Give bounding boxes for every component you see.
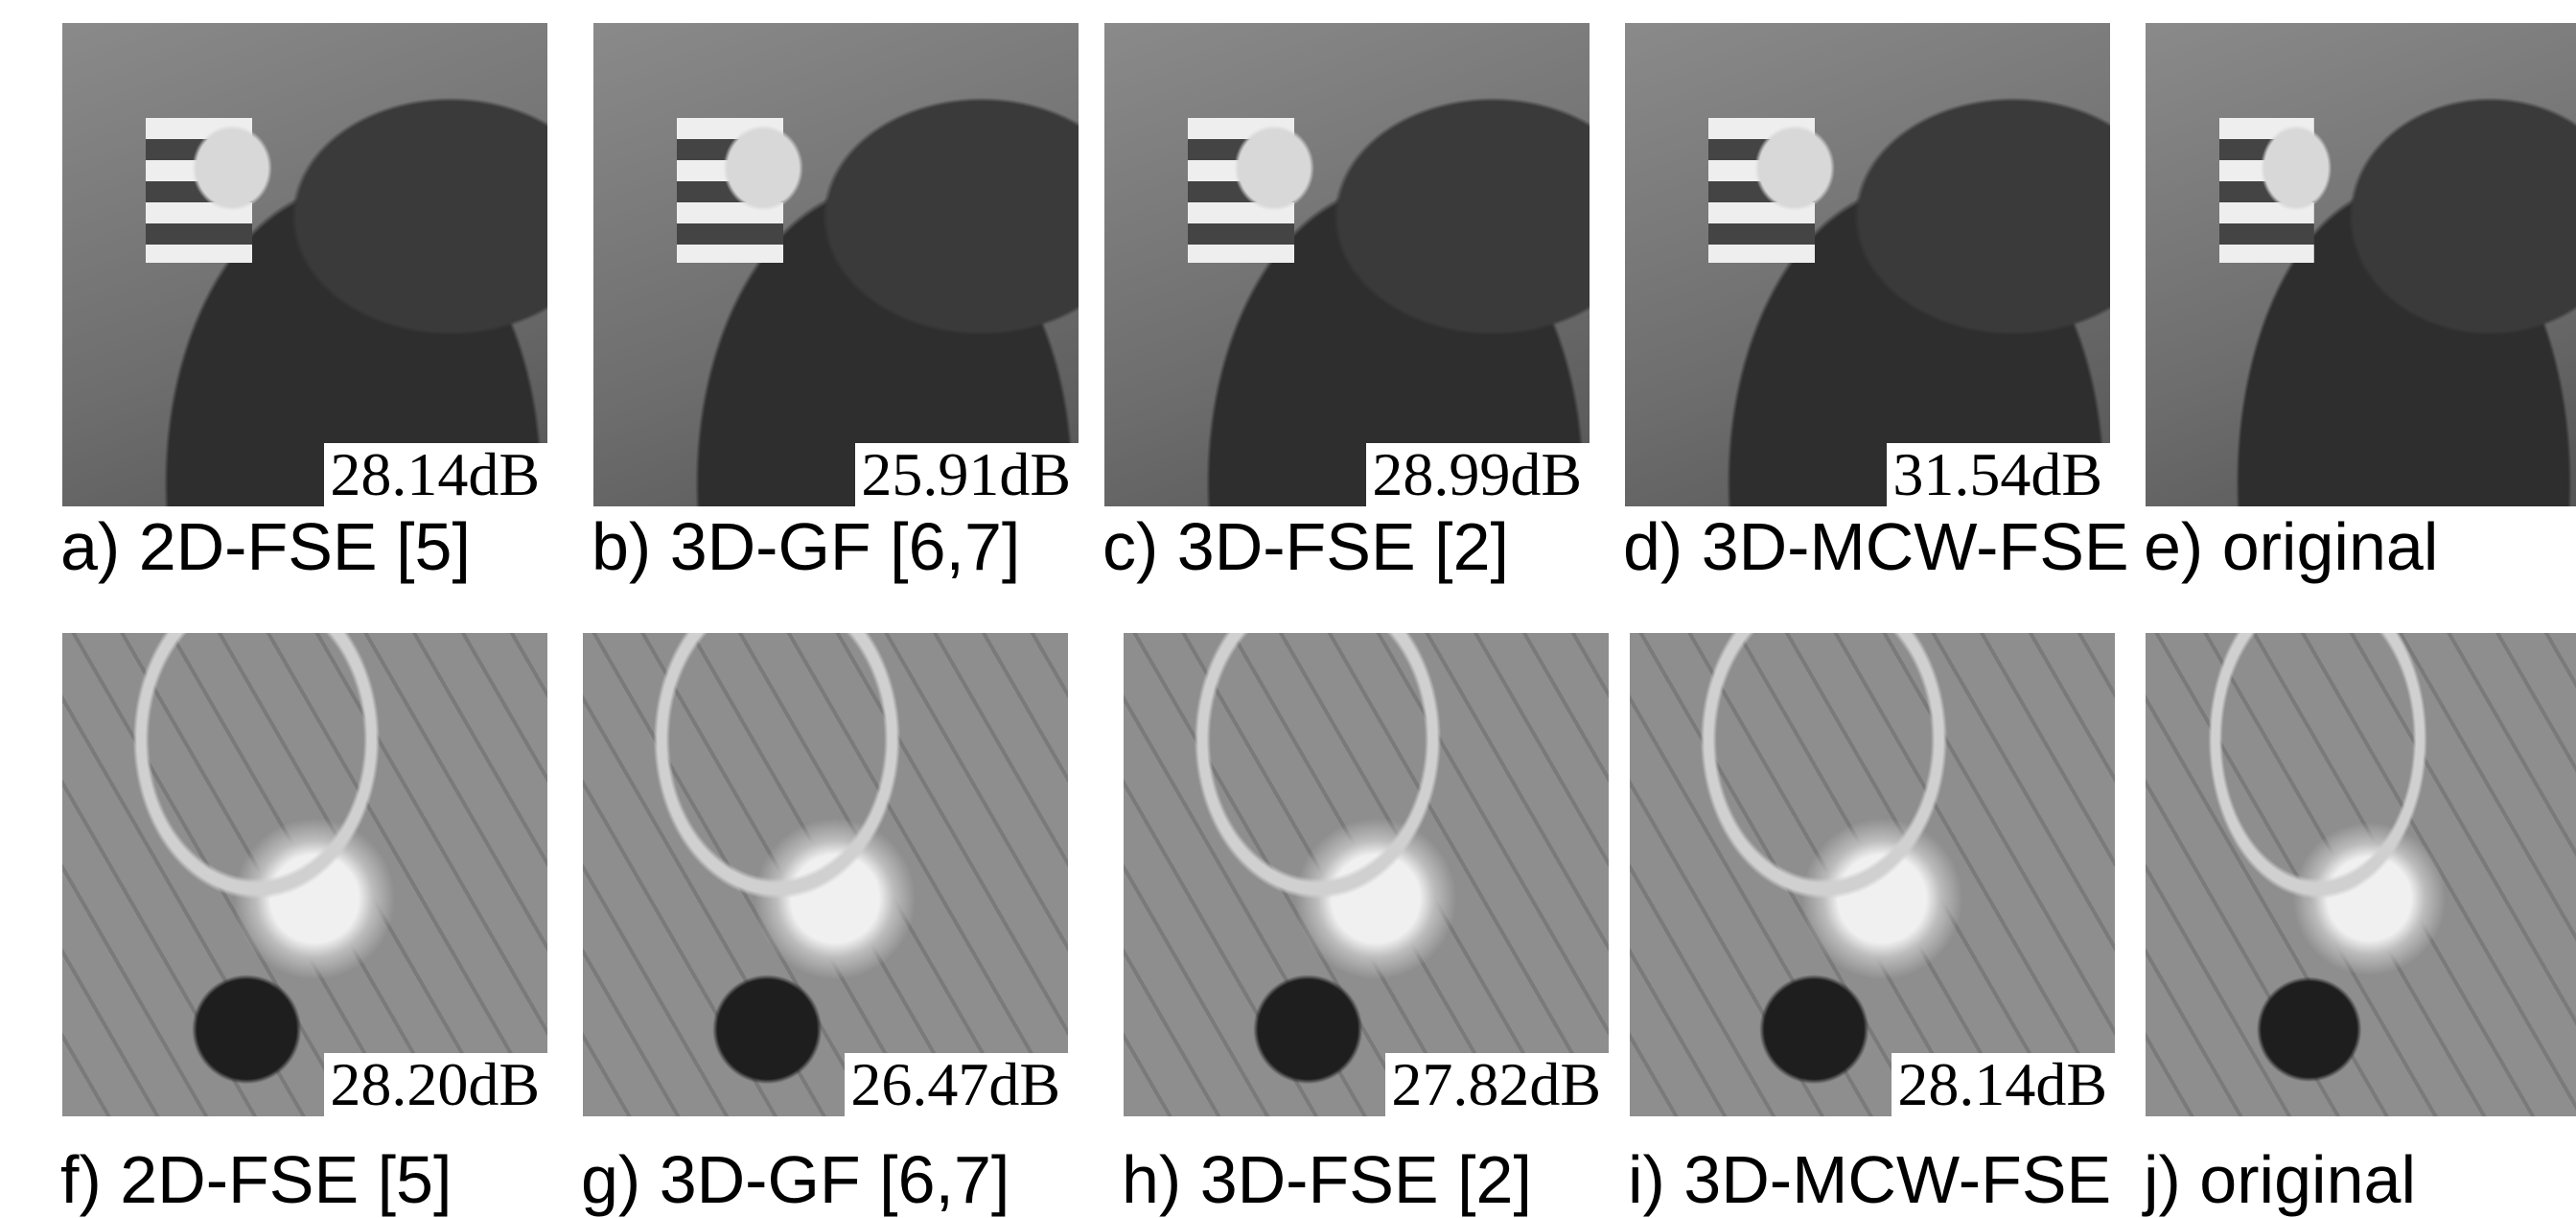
- image-panel: 28.14dB: [62, 23, 547, 506]
- psnr-label: 27.82dB: [1385, 1053, 1609, 1116]
- psnr-label: 26.47dB: [845, 1053, 1068, 1116]
- caption: g) 3D-GF [6,7]: [581, 1141, 1010, 1218]
- image-panel: 28.14dB: [1630, 633, 2115, 1116]
- caption: j) original: [2144, 1141, 2416, 1218]
- caption: c) 3D-FSE [2]: [1102, 508, 1509, 585]
- caption: f) 2D-FSE [5]: [60, 1141, 452, 1218]
- image-panel: 26.47dB: [583, 633, 1068, 1116]
- psnr-label: 28.99dB: [1366, 443, 1590, 506]
- image-panel: [2146, 23, 2576, 506]
- image-panel: 25.91dB: [593, 23, 1079, 506]
- image-panel: 27.82dB: [1124, 633, 1609, 1116]
- caption: a) 2D-FSE [5]: [60, 508, 471, 585]
- image-panel: 28.20dB: [62, 633, 547, 1116]
- psnr-label: 28.20dB: [324, 1053, 547, 1116]
- caption: e) original: [2144, 508, 2438, 585]
- image-panel: [2146, 633, 2576, 1116]
- caption: d) 3D-MCW-FSE: [1623, 508, 2129, 585]
- caption: h) 3D-FSE [2]: [1122, 1141, 1532, 1218]
- figure: (() => { const data = JSON.parse(documen…: [0, 0, 2576, 1215]
- psnr-label: 28.14dB: [1891, 1053, 2115, 1116]
- image-panel: 28.99dB: [1104, 23, 1590, 506]
- psnr-label: 28.14dB: [324, 443, 547, 506]
- caption: b) 3D-GF [6,7]: [592, 508, 1020, 585]
- psnr-label: 31.54dB: [1887, 443, 2110, 506]
- psnr-label: 25.91dB: [855, 443, 1079, 506]
- image-panel: 31.54dB: [1625, 23, 2110, 506]
- caption: i) 3D-MCW-FSE: [1628, 1141, 2111, 1218]
